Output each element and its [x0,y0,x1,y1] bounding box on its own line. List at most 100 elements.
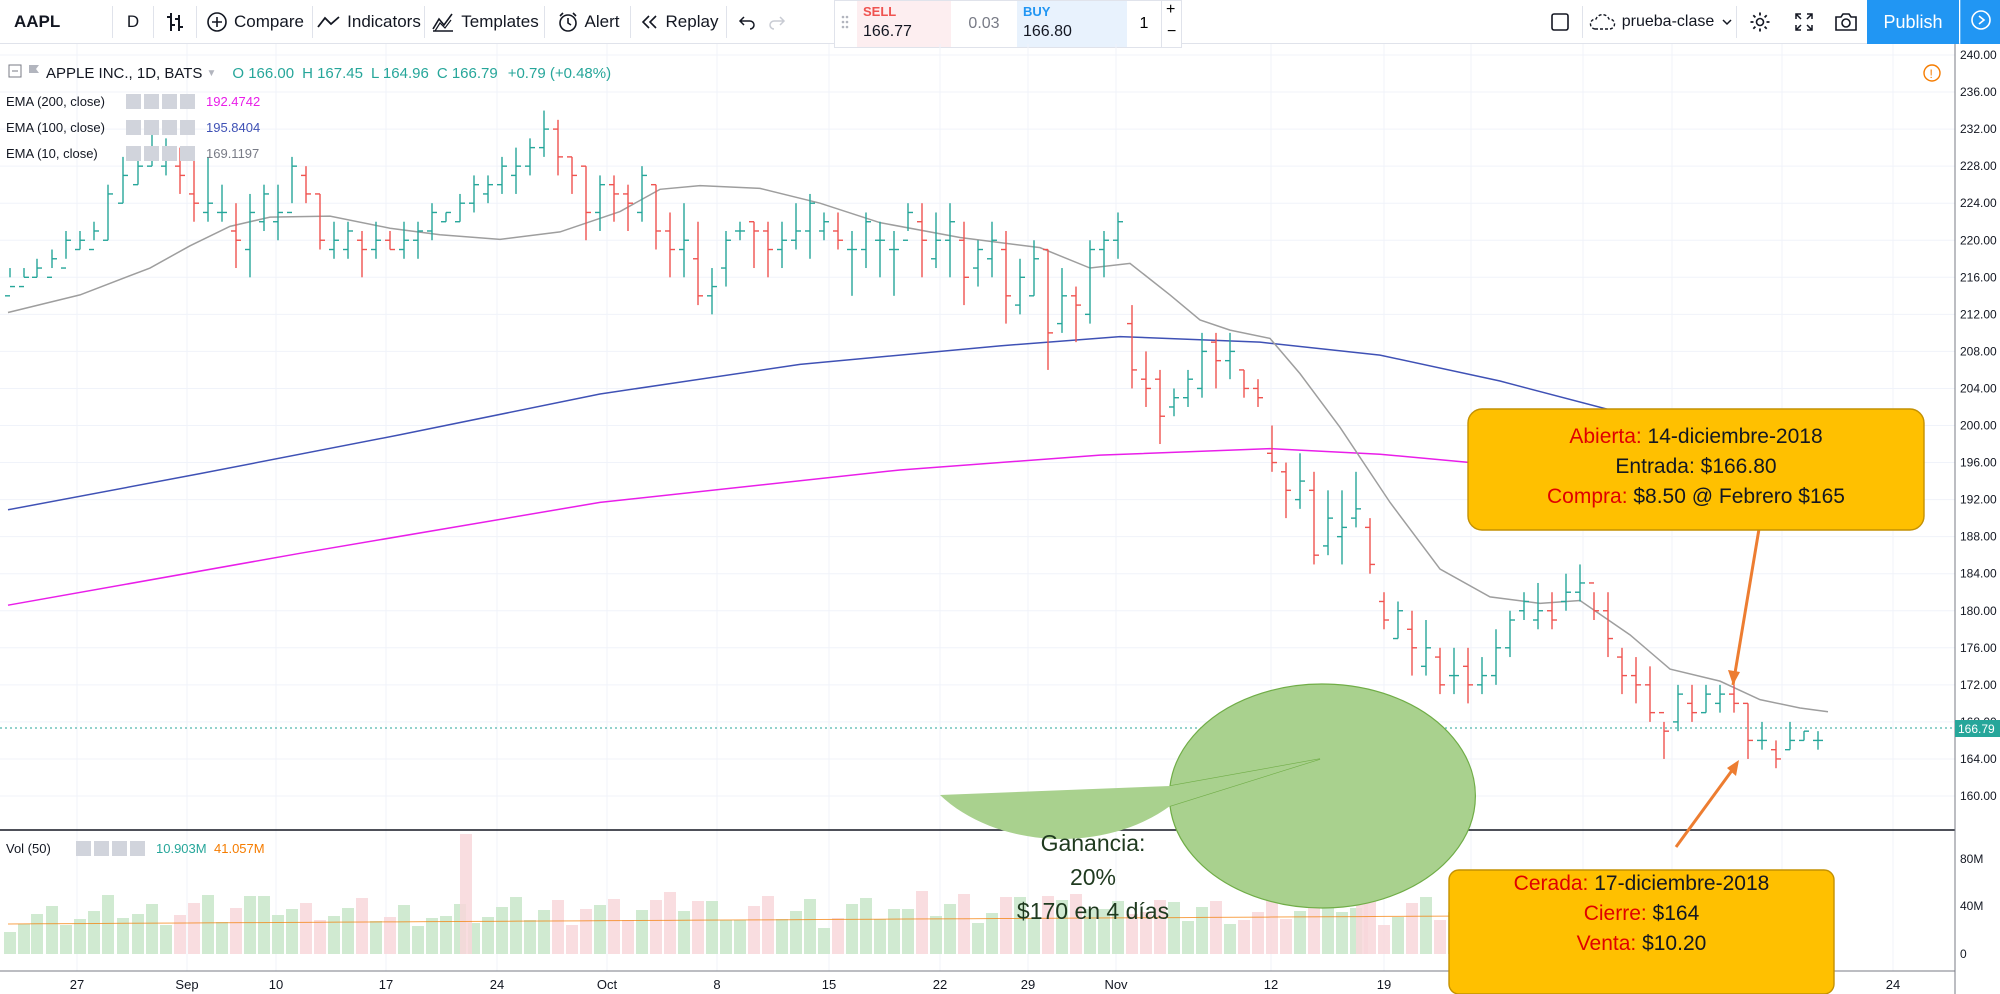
date-tick-label: 15 [822,977,836,992]
volume-ma-value: 41.057M [214,841,265,856]
ema10-line [7,184,1829,713]
price-axis: 240.00 236.00 232.00 228.00 224.00 220.00 216.… [1960,48,1997,803]
ema100-label[interactable]: EMA (100, close) [6,120,105,135]
replay-button[interactable]: Replay [632,0,726,44]
open-callout-buy-label: Compra: [1547,485,1628,508]
ema200-controls[interactable] [126,94,195,109]
ohlc-bar [1239,369,1249,398]
ohlc-bar [1799,730,1809,742]
ohlc-bar [5,268,15,297]
volume-label[interactable]: Vol (50) [6,841,51,856]
ohlc-bar [343,221,353,259]
volume-bar [538,910,550,954]
price-axis-bg [1955,44,2000,994]
ohlc-bar [1393,601,1403,640]
ohlc-bar [245,193,255,278]
volume-bar [342,908,354,954]
interval-label: D [126,12,140,31]
buy-button[interactable]: BUY 166.80 [1017,1,1127,47]
rewind-icon [640,14,660,30]
plus-circle-icon [206,11,228,33]
chart-style-button[interactable] [154,0,196,44]
last-price-badge [1955,720,2000,737]
ohlc-bar [399,221,409,259]
alert-button[interactable]: Alert [546,0,630,44]
date-tick-label: 24 [1886,977,1900,992]
ohlc-bar [1015,258,1025,315]
ohlc-bar [1519,592,1529,621]
templates-button[interactable]: Templates [426,0,544,44]
ohlc-bar [1435,647,1445,695]
publish-menu-button[interactable] [1960,0,2000,44]
ohlc-bar [1295,453,1305,509]
collapse-icon[interactable] [8,64,22,82]
volume-controls[interactable] [76,841,145,856]
indicators-button[interactable]: Indicators [314,0,424,44]
ohlc-bar [1771,740,1781,769]
volume-bar [4,932,16,954]
volume-bar [1126,914,1138,954]
ohlc-bar [441,211,451,223]
ema100-controls[interactable] [126,120,195,135]
settings-button[interactable] [1740,0,1780,44]
price-chart[interactable]: 240.00 236.00 232.00 228.00 224.00 220.00 216.… [0,44,2000,994]
decrease-icon[interactable]: − [1167,23,1177,40]
publish-label: Publish [1883,11,1943,32]
ohlc-bar [413,221,423,259]
publish-button[interactable]: Publish [1867,0,1959,44]
legend-chevron-icon[interactable]: ▼ [206,67,217,79]
volume-bar [1406,903,1418,954]
ohlc-bar [1043,248,1053,370]
volume-bar [1420,897,1432,954]
undo-button[interactable] [732,0,762,44]
drag-handle-icon[interactable] [841,15,849,38]
more-icon [162,146,177,161]
symbol-title[interactable]: APPLE INC., 1D, BATS [46,64,203,82]
close-callout-sale: $10.20 [1636,932,1707,955]
interval-button[interactable]: D [113,0,153,44]
symbol-search[interactable]: AAPL [0,0,112,44]
sell-button[interactable]: SELL 166.77 [857,1,951,47]
quantity-field[interactable]: 1 [1139,15,1149,32]
ohlc-bar [763,221,773,278]
more-icon [112,841,127,856]
close-callout: Cerada: 17-diciembre-2018 Cierre: $164 V… [1449,869,1834,959]
legend-change: +0.79 (+0.48%) [507,64,612,82]
compare-button[interactable]: Compare [198,0,312,44]
legend-close: C 166.79 [436,64,498,82]
snapshot-button[interactable] [1826,0,1866,44]
volume-bar [552,900,564,954]
ema10-controls[interactable] [126,146,195,161]
fullscreen-square-button[interactable] [1540,0,1580,44]
date-tick-label: 22 [933,977,947,992]
volume-bar [1112,901,1124,954]
ohlc-bar [735,221,745,241]
ohlc-bar [581,165,591,241]
increase-icon[interactable]: + [1166,1,1176,18]
ema10-label[interactable]: EMA (10, close) [6,146,98,161]
fullscreen-button[interactable] [1784,0,1824,44]
price-tick-label: 172.00 [1960,678,1997,692]
ema200-label[interactable]: EMA (200, close) [6,94,105,109]
ohlc-bar [1729,684,1739,713]
redo-button[interactable] [762,0,792,44]
ohlc-bar [539,110,549,157]
layout-menu-button[interactable]: prueba-clase [1584,0,1736,44]
volume-bar [146,904,158,954]
sell-label: SELL [863,4,897,19]
cloud-icon [1588,13,1616,31]
ohlc-bar [1547,592,1557,630]
date-tick-label: 24 [490,977,504,992]
bars-icon [165,11,185,33]
volume-bar [60,925,72,954]
price-tick-label: 196.00 [1960,456,1997,470]
volume-bar [300,903,312,954]
ohlc-bar [1631,657,1641,704]
ohlc-bar [945,203,955,278]
gear-icon [94,841,109,856]
square-icon [1550,12,1570,32]
gain-percent: 20% [1069,864,1117,890]
date-tick-label: 27 [70,977,84,992]
legend-open: O 166.00 [232,64,295,82]
alarm-clock-icon [557,11,579,33]
